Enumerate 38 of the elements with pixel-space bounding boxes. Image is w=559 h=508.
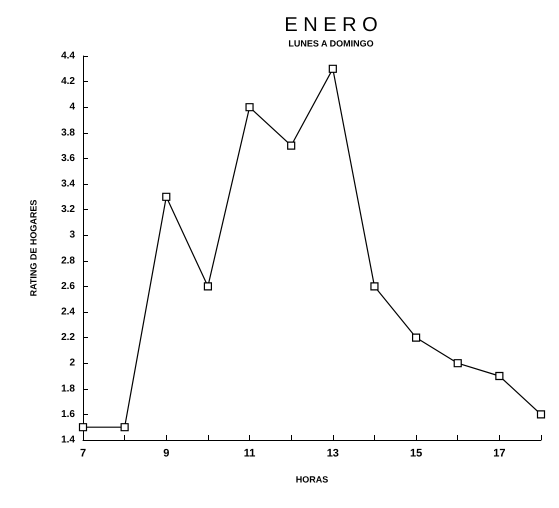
- y-axis-title: RATING DE HOGARES: [28, 200, 38, 296]
- y-tick-label: 2.2: [61, 332, 76, 344]
- y-tick-label: 3.6: [61, 152, 76, 164]
- point: [245, 103, 254, 112]
- point: [204, 282, 212, 290]
- y-tick-label: 3.4: [61, 178, 76, 190]
- point: [162, 192, 170, 201]
- y-tick-label: 1.6: [61, 408, 76, 420]
- point: [495, 372, 504, 380]
- point: [120, 423, 129, 432]
- chart-subtitle: LUNES A DOMINGO: [288, 38, 374, 48]
- y-tick-label: 4: [69, 102, 76, 113]
- y-tick-label: 4.2: [61, 76, 76, 88]
- x-tick-label: 15: [410, 448, 422, 460]
- x-tick-label: 9: [163, 448, 170, 460]
- y-tick-label: 1.8: [61, 383, 76, 394]
- x-axis-title: HORAS: [296, 474, 328, 484]
- x-tick-label: 11: [244, 448, 256, 460]
- point: [328, 64, 337, 73]
- y-tick-label: 2.6: [61, 280, 76, 292]
- point: [78, 423, 88, 432]
- point: [536, 410, 546, 418]
- x-tick-label: 13: [326, 448, 339, 460]
- x-tick-label: 17: [493, 448, 506, 460]
- y-tick-label: 2.4: [61, 306, 76, 318]
- point: [287, 142, 296, 150]
- y-tick-label: 4.4: [61, 50, 76, 62]
- point: [454, 359, 462, 368]
- y-tick-label: 2.8: [61, 255, 76, 266]
- x-tick-label: 7: [80, 448, 86, 460]
- point: [412, 334, 420, 342]
- y-tick-label: 2: [69, 358, 76, 369]
- y-tick-label: 3.8: [61, 127, 76, 138]
- point: [370, 282, 379, 290]
- y-tick-label: 1.4: [61, 434, 76, 446]
- y-tick-label: 3: [69, 230, 76, 241]
- chart-title: E N E R O: [284, 14, 378, 36]
- y-tick-label: 3.2: [61, 204, 76, 216]
